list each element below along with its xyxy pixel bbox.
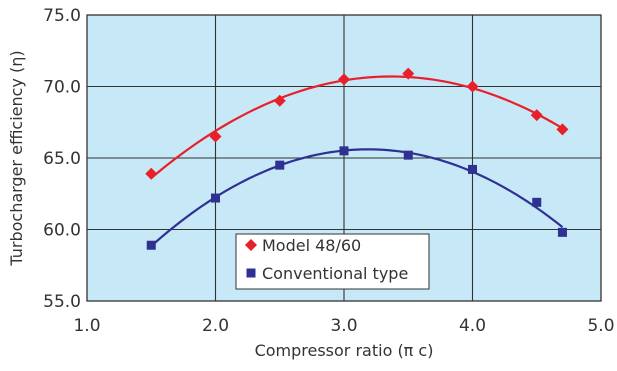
data-point-conventional-type	[146, 240, 156, 250]
x-tick-label: 3.0	[330, 316, 357, 336]
y-tick-label: 65.0	[43, 149, 81, 169]
series-line-model-48-60	[150, 75, 564, 179]
data-point-model-48-60	[338, 73, 350, 86]
y-tick-label: 70.0	[43, 78, 81, 98]
data-point-conventional-type	[403, 150, 413, 160]
legend-marker-model-48-60-shape	[245, 239, 257, 251]
data-point-conventional-type	[275, 160, 285, 170]
legend-box	[235, 233, 430, 290]
legend-label-conventional-type: Conventional type	[262, 264, 408, 283]
data-point-model-48-60	[466, 80, 479, 93]
y-tick-label: 55.0	[43, 292, 81, 312]
data-point-model-48-60	[556, 123, 569, 136]
data-point-conventional-type	[468, 164, 477, 174]
legend-marker-model-48-60	[245, 239, 257, 251]
legend-label-model-48-60: Model 48/60	[262, 236, 361, 255]
data-point-model-48-60	[209, 130, 222, 143]
series-markers	[145, 67, 569, 250]
y-tick-label: 75.0	[43, 6, 81, 26]
legend: Model 48/60 Conventional type	[235, 233, 430, 290]
grid	[87, 15, 601, 301]
x-tick-label: 5.0	[587, 316, 614, 336]
legend-marker-conventional-type	[246, 268, 256, 278]
tick-labels: 1.0 2.0 3.0 4.0 5.0 55.0 60.0 65.0 70.0 75.0	[43, 6, 614, 336]
y-tick-label: 60.0	[43, 221, 81, 241]
x-tick-label: 1.0	[73, 316, 100, 336]
x-tick-label: 4.0	[459, 316, 486, 336]
plot-frame	[86, 14, 602, 302]
data-point-conventional-type	[211, 193, 220, 203]
x-axis-title: Compressor ratio (π c)	[255, 341, 434, 360]
data-point-model-48-60	[402, 67, 415, 80]
data-point-model-48-60	[145, 167, 158, 180]
data-point-model-48-60	[273, 94, 286, 107]
y-axis-title: Turbocharger efficiency (η)	[7, 50, 26, 266]
data-point-conventional-type	[339, 146, 349, 156]
data-point-conventional-type	[532, 197, 542, 207]
data-point-model-48-60	[530, 109, 543, 122]
legend-marker-conventional-type-shape	[246, 268, 256, 278]
x-tick-label: 2.0	[202, 316, 229, 336]
data-point-conventional-type	[557, 227, 567, 237]
